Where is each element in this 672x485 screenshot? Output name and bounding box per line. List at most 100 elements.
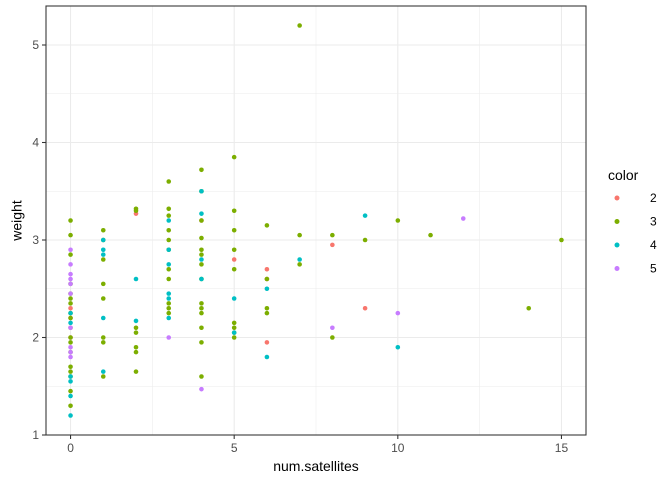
data-point [264,276,270,282]
data-point [100,227,106,233]
legend-key [614,266,620,271]
data-point [68,403,73,409]
series-4 [68,188,401,418]
legend-item: 5 [614,262,657,276]
data-point [330,242,335,248]
data-point [133,318,139,324]
y-tick-label: 4 [32,136,39,150]
data-point [133,369,139,374]
data-point [428,232,433,238]
data-point [264,354,270,360]
data-point [264,286,270,292]
data-point [68,340,73,345]
legend-title: color [608,167,639,183]
data-point [231,247,237,253]
data-point [166,218,172,223]
data-point [68,291,73,296]
legend-item: 3 [614,215,657,229]
data-point [166,305,172,311]
data-point [68,301,73,306]
data-point [166,315,172,321]
data-point [166,262,172,267]
data-point [395,344,401,350]
data-point [68,315,73,321]
data-point [100,247,106,253]
data-point [68,310,73,316]
data-point [199,247,204,253]
y-tick-label: 2 [32,331,39,345]
data-point [133,276,139,282]
data-point [166,179,172,184]
legend-key [614,195,620,201]
data-point [68,335,73,340]
data-point [559,237,564,243]
data-point [133,349,139,355]
axis-tick-labels: 0 5 10 15 1 2 3 4 5 [32,38,568,455]
legend-label: 2 [650,191,657,205]
data-point [68,247,73,253]
data-point [231,325,237,331]
data-point [264,305,270,311]
legend-item: 4 [614,238,657,252]
legend-label: 3 [650,215,657,229]
data-point [68,281,73,287]
data-point [330,325,335,331]
data-point [199,262,204,267]
data-point [362,237,368,243]
data-point [395,218,401,223]
data-point [199,167,204,173]
data-point [68,262,73,267]
data-point [68,276,73,282]
legend-key [614,242,620,248]
data-point [133,208,139,214]
data-point [100,335,106,340]
data-point [68,271,73,277]
y-tick-label: 5 [32,38,39,52]
data-point [68,325,73,331]
data-point [68,218,73,223]
y-tick-label: 3 [32,233,39,247]
legend-key [614,219,620,224]
data-point [166,206,172,212]
data-point [231,257,237,262]
data-point [330,232,335,238]
legend-items: 2 3 4 5 [614,191,657,276]
data-point [100,374,106,379]
data-point [199,257,204,262]
data-point [133,330,139,335]
data-point [297,257,302,262]
data-point [362,305,368,311]
data-point [231,335,237,340]
data-point [166,296,172,301]
panel-border [45,5,587,436]
legend-label: 4 [650,238,657,252]
data-point [68,374,73,379]
x-tick-label: 0 [67,441,74,455]
data-point [231,227,237,233]
x-axis-title: num.satellites [273,458,359,474]
data-point [199,340,204,345]
data-point [199,374,204,379]
data-point [68,393,73,399]
data-point [264,266,270,272]
x-tick-label: 5 [231,441,238,455]
data-point [199,301,204,306]
data-point [231,154,237,160]
legend: color 2 3 4 5 [608,167,657,276]
data-point [231,320,237,326]
data-point [199,310,204,316]
data-point [231,208,237,214]
data-point [166,310,172,316]
data-point [133,344,139,350]
data-point [199,235,204,241]
legend-item: 2 [614,191,657,205]
data-point [100,340,106,345]
data-point [68,354,73,360]
data-point [166,213,172,218]
data-point [68,379,73,384]
data-point [100,296,106,301]
axis-ticks [42,44,562,439]
data-point [297,232,302,238]
data-point [68,252,73,257]
